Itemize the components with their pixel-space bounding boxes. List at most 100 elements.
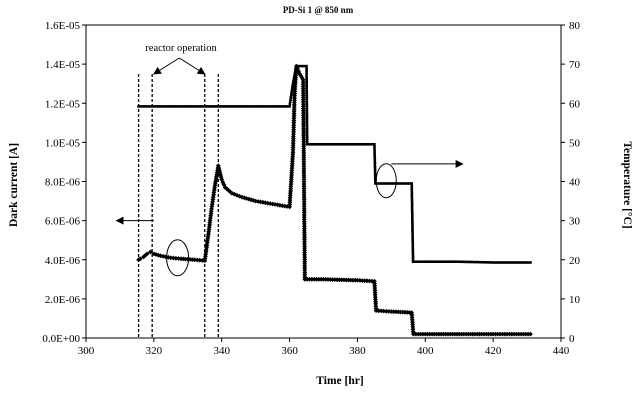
temperature-point xyxy=(439,260,443,263)
dark-current-point xyxy=(151,251,157,257)
temperature-point xyxy=(401,182,404,185)
temperature-point xyxy=(305,80,308,83)
x-tick-label: 420 xyxy=(485,345,502,357)
temperature-point xyxy=(305,76,308,79)
dark-current-point xyxy=(203,249,209,255)
temperature-point xyxy=(411,260,415,263)
temperature-point xyxy=(265,105,269,108)
dark-current-point xyxy=(215,163,221,169)
temperature-point xyxy=(297,64,301,68)
left-y-tick-label: 6.0E-06 xyxy=(45,216,81,228)
left-y-axis-title: Dark current [A] xyxy=(8,143,20,227)
temperature-point xyxy=(240,105,244,108)
dark-current-point xyxy=(251,198,256,203)
dark-current-point xyxy=(291,131,296,137)
x-axis-title: Time [hr] xyxy=(316,375,363,387)
temperature-point xyxy=(305,129,309,133)
temperature-point xyxy=(435,260,438,263)
temperature-point xyxy=(204,105,208,108)
temperature-point xyxy=(428,260,432,263)
right-y-axis-ticks: 0 10 20 30 40 50 60 70 80 xyxy=(561,20,581,345)
temperature-point xyxy=(305,127,309,130)
temperature-point xyxy=(411,235,414,239)
temperature-point xyxy=(430,260,434,263)
temperature-point xyxy=(179,105,183,108)
temperature-point xyxy=(448,260,452,263)
temperature-point xyxy=(290,93,293,97)
temperature-point xyxy=(222,105,226,108)
temperature-point xyxy=(161,105,165,108)
temperature-point xyxy=(460,260,463,264)
temperature-point xyxy=(410,195,414,199)
temperature-point xyxy=(279,105,282,108)
dark-current-point xyxy=(265,200,271,206)
dark-current-point xyxy=(209,204,215,209)
dark-current-point xyxy=(258,199,263,205)
temperature-point xyxy=(300,64,303,68)
temperature-point xyxy=(356,143,359,146)
temperature-point xyxy=(385,182,389,185)
temperature-point xyxy=(326,143,330,146)
temperature-point xyxy=(157,105,160,108)
temperature-point xyxy=(177,105,180,108)
dark-current-point xyxy=(163,254,169,260)
dark-current-point xyxy=(209,201,215,207)
temperature-point xyxy=(139,105,143,108)
temperature-point xyxy=(305,91,309,95)
dark-current-point xyxy=(234,192,240,198)
dark-current-point xyxy=(204,242,210,248)
temperature-point xyxy=(292,80,295,83)
temperature-point xyxy=(408,182,411,185)
temperature-point xyxy=(331,143,334,146)
temperature-point xyxy=(376,182,379,185)
temperature-point xyxy=(184,105,187,108)
right-y-tick-label: 40 xyxy=(569,177,581,189)
x-tick-label: 340 xyxy=(213,345,230,357)
right-y-tick-label: 50 xyxy=(569,137,581,149)
temperature-point xyxy=(305,93,309,97)
dark-current-point xyxy=(171,255,176,261)
temperature-point xyxy=(411,224,414,228)
temperature-point xyxy=(351,143,355,146)
right-y-tick-label: 80 xyxy=(569,20,581,32)
dark-current-point xyxy=(293,77,298,83)
temperature-point xyxy=(411,247,415,250)
temperature-point xyxy=(494,261,497,264)
temperature-point xyxy=(305,111,309,115)
temperature-point xyxy=(378,182,382,185)
temperature-point xyxy=(150,105,153,108)
temperature-point xyxy=(310,143,314,146)
dark-current-point xyxy=(216,165,222,171)
dark-current-point xyxy=(208,215,213,221)
temperature-point xyxy=(505,261,509,264)
temperature-point xyxy=(419,260,422,263)
temperature-point xyxy=(373,161,377,164)
dark-current-point xyxy=(194,257,200,263)
temperature-point xyxy=(281,105,285,108)
temperature-point xyxy=(305,67,308,70)
temperature-point xyxy=(411,242,415,246)
x-tick-label: 440 xyxy=(553,345,570,357)
right-y-tick-label: 70 xyxy=(569,59,581,71)
temperature-point xyxy=(476,260,479,264)
temperature-point xyxy=(411,215,414,219)
temperature-point xyxy=(267,105,271,108)
left-y-tick-label: 1.2E-05 xyxy=(45,98,81,110)
temperature-point xyxy=(254,105,257,108)
temperature-point xyxy=(224,105,228,108)
temperature-point xyxy=(387,182,391,185)
right-y-tick-label: 30 xyxy=(569,216,581,228)
temperature-point xyxy=(200,105,203,108)
temperature-point xyxy=(291,86,294,90)
temperature-point xyxy=(305,138,309,142)
dark-current-point xyxy=(290,156,295,162)
temperature-point xyxy=(373,163,377,167)
temperature-point xyxy=(451,260,454,263)
temperature-point xyxy=(426,260,429,263)
left-y-tick-label: 2.0E-06 xyxy=(45,294,81,306)
temperature-point xyxy=(383,182,386,185)
temperature-point xyxy=(410,182,413,185)
dark-current-point xyxy=(210,197,216,202)
temperature-point xyxy=(411,233,414,237)
